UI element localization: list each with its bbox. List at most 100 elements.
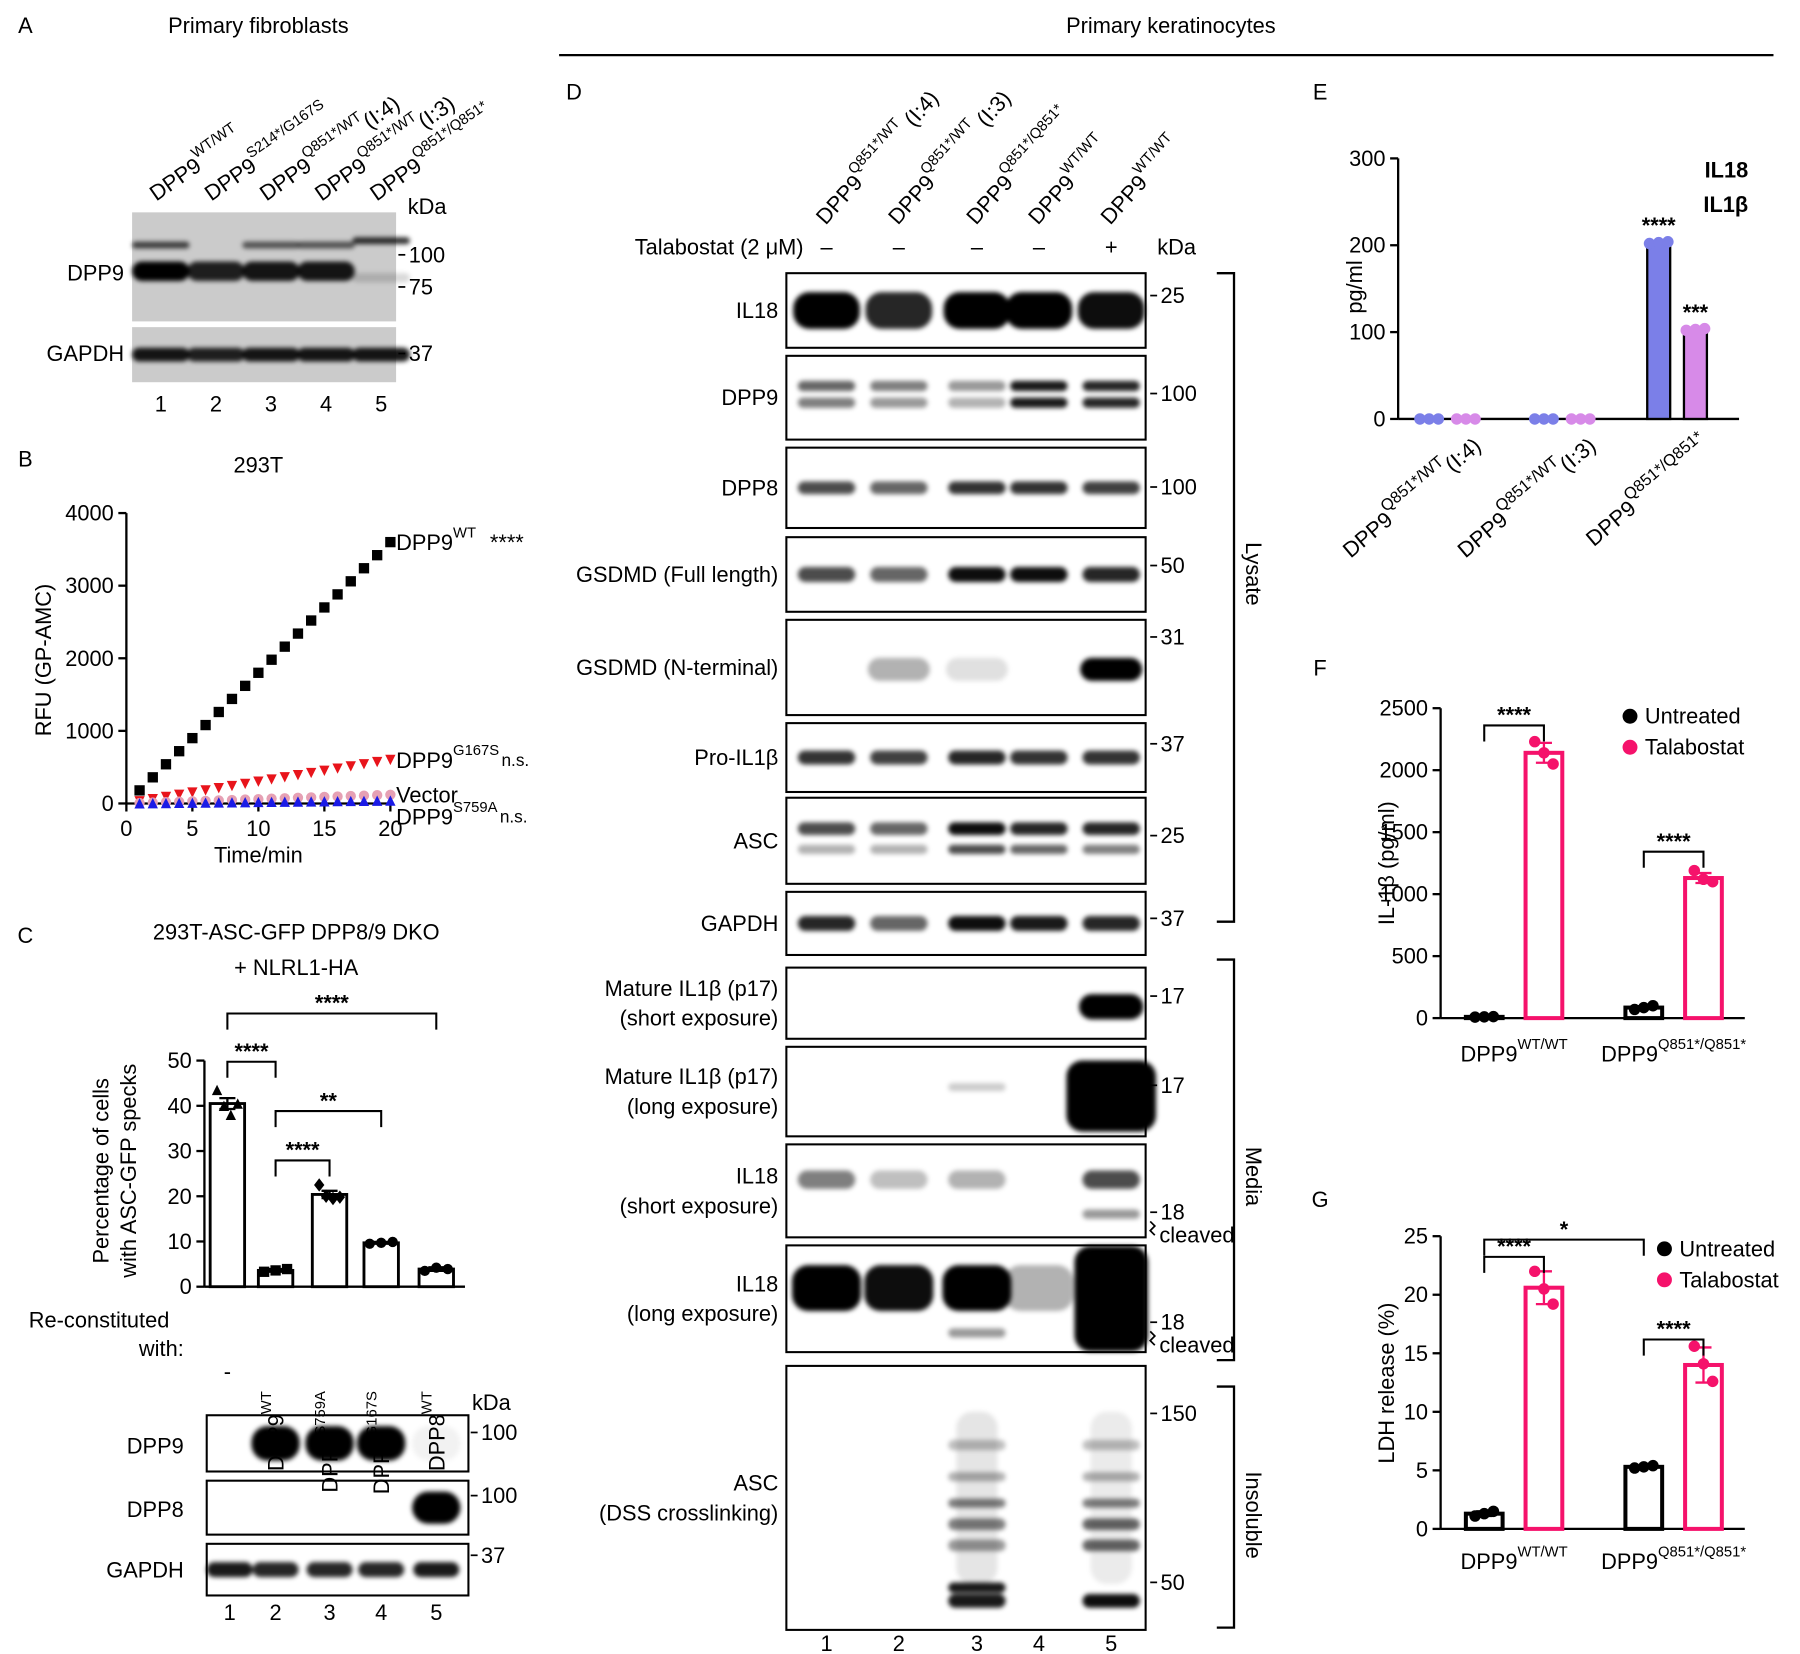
data-point xyxy=(1680,324,1692,337)
label-superscript: S759A xyxy=(313,1391,329,1436)
band xyxy=(948,567,1006,582)
data-point xyxy=(1460,413,1472,425)
blot xyxy=(785,1244,1148,1354)
data-point xyxy=(160,759,172,770)
data-point xyxy=(1638,1461,1650,1473)
y-tick-label: 20 xyxy=(168,1184,192,1209)
marker-label: 31 xyxy=(1161,624,1185,649)
band xyxy=(297,261,355,281)
data-point xyxy=(1662,236,1674,248)
band xyxy=(865,292,933,329)
label-base: DPP9 xyxy=(263,1414,288,1471)
data-point xyxy=(147,772,158,783)
category-label: DPP9Q851*/Q851* xyxy=(1601,1037,1746,1066)
band-group xyxy=(948,1411,1140,1608)
row-label: Mature IL1β (p17) xyxy=(605,1064,779,1089)
data-point xyxy=(218,1100,230,1111)
row-label: GAPDH xyxy=(701,911,779,936)
band xyxy=(1074,1245,1148,1352)
legend-swatch xyxy=(1622,708,1638,724)
data-point xyxy=(1547,1298,1559,1310)
significance-label: **** xyxy=(1657,1317,1691,1342)
band-group xyxy=(793,292,1145,329)
band xyxy=(948,1170,1006,1189)
band xyxy=(206,1562,253,1578)
data-point xyxy=(200,785,211,796)
lane-number: 1 xyxy=(155,392,167,417)
reconstituted-label: Re-constituted xyxy=(29,1307,170,1332)
significance-bracket xyxy=(1642,850,1705,868)
band xyxy=(942,1265,1012,1312)
band xyxy=(948,397,1006,408)
kda-label: kDa xyxy=(408,194,448,219)
marker-label: 37 xyxy=(481,1543,505,1568)
data-point xyxy=(1584,413,1596,425)
data-point xyxy=(306,615,317,626)
y-axis-label: Percentage of cells xyxy=(89,1078,114,1263)
marker-label: 17 xyxy=(1161,984,1185,1009)
band xyxy=(945,657,1008,681)
data-point xyxy=(1706,876,1719,888)
data-point xyxy=(279,641,290,652)
data-point xyxy=(431,1262,442,1273)
data-point xyxy=(266,654,277,665)
chart-title: + NLRL1-HA xyxy=(234,955,359,980)
lane-number: 5 xyxy=(375,392,387,417)
blot xyxy=(785,722,1147,794)
marker-label: 17 xyxy=(1161,1073,1185,1098)
data-point xyxy=(240,778,251,790)
band xyxy=(297,241,355,249)
row-label: GSDMD (Full length) xyxy=(576,562,778,587)
band xyxy=(1079,994,1144,1020)
band xyxy=(1082,1472,1140,1482)
label-superscript: WT/WT xyxy=(1517,1037,1567,1053)
y-tick-label: 500 xyxy=(1392,944,1428,969)
treatment-label: Talabostat (2 μM) xyxy=(635,234,804,259)
data-point xyxy=(345,576,356,587)
treatment-sign: – xyxy=(1033,234,1046,259)
band xyxy=(132,241,190,249)
data-point xyxy=(314,1178,325,1192)
band xyxy=(1082,1439,1140,1451)
category-label: DPP9S759A xyxy=(313,1391,342,1493)
row-label: GAPDH xyxy=(106,1558,184,1583)
band xyxy=(1010,822,1068,836)
significance-label: **** xyxy=(1642,213,1676,238)
lane-number: 4 xyxy=(320,392,332,417)
band xyxy=(870,1170,928,1189)
data-point xyxy=(319,765,330,776)
band xyxy=(357,1426,406,1461)
band-group xyxy=(251,1426,461,1461)
label-base: DPP9 xyxy=(317,1436,342,1493)
band xyxy=(867,657,930,681)
y-tick-label: 3000 xyxy=(65,573,114,598)
bar xyxy=(1682,328,1709,421)
band xyxy=(412,1426,461,1461)
band-group xyxy=(797,915,1140,931)
band-group xyxy=(797,822,1140,854)
band xyxy=(956,1411,998,1584)
band xyxy=(1077,292,1145,329)
kda-label: kDa xyxy=(472,1390,512,1415)
group-label: Lysate xyxy=(1241,542,1266,605)
x-axis-label: Time/min xyxy=(214,843,303,868)
significance-bracket xyxy=(1483,1238,1645,1256)
band xyxy=(870,567,928,582)
blot xyxy=(205,1542,470,1597)
data-point xyxy=(292,769,304,781)
data-point xyxy=(372,756,383,768)
data-point xyxy=(319,602,330,613)
label-superscript: G167S xyxy=(364,1391,380,1437)
category-label: - xyxy=(224,1359,231,1384)
band xyxy=(870,822,928,836)
band xyxy=(870,750,928,765)
category-label: DPP8WT xyxy=(420,1391,449,1471)
marker-label: 150 xyxy=(1161,1401,1197,1426)
category-label: DPP9G167S xyxy=(364,1391,393,1494)
band xyxy=(1082,1539,1140,1552)
data-point xyxy=(281,1263,293,1275)
significance-label: n.s. xyxy=(501,750,529,770)
data-point xyxy=(225,1109,236,1121)
row-label: IL18 xyxy=(736,298,778,323)
